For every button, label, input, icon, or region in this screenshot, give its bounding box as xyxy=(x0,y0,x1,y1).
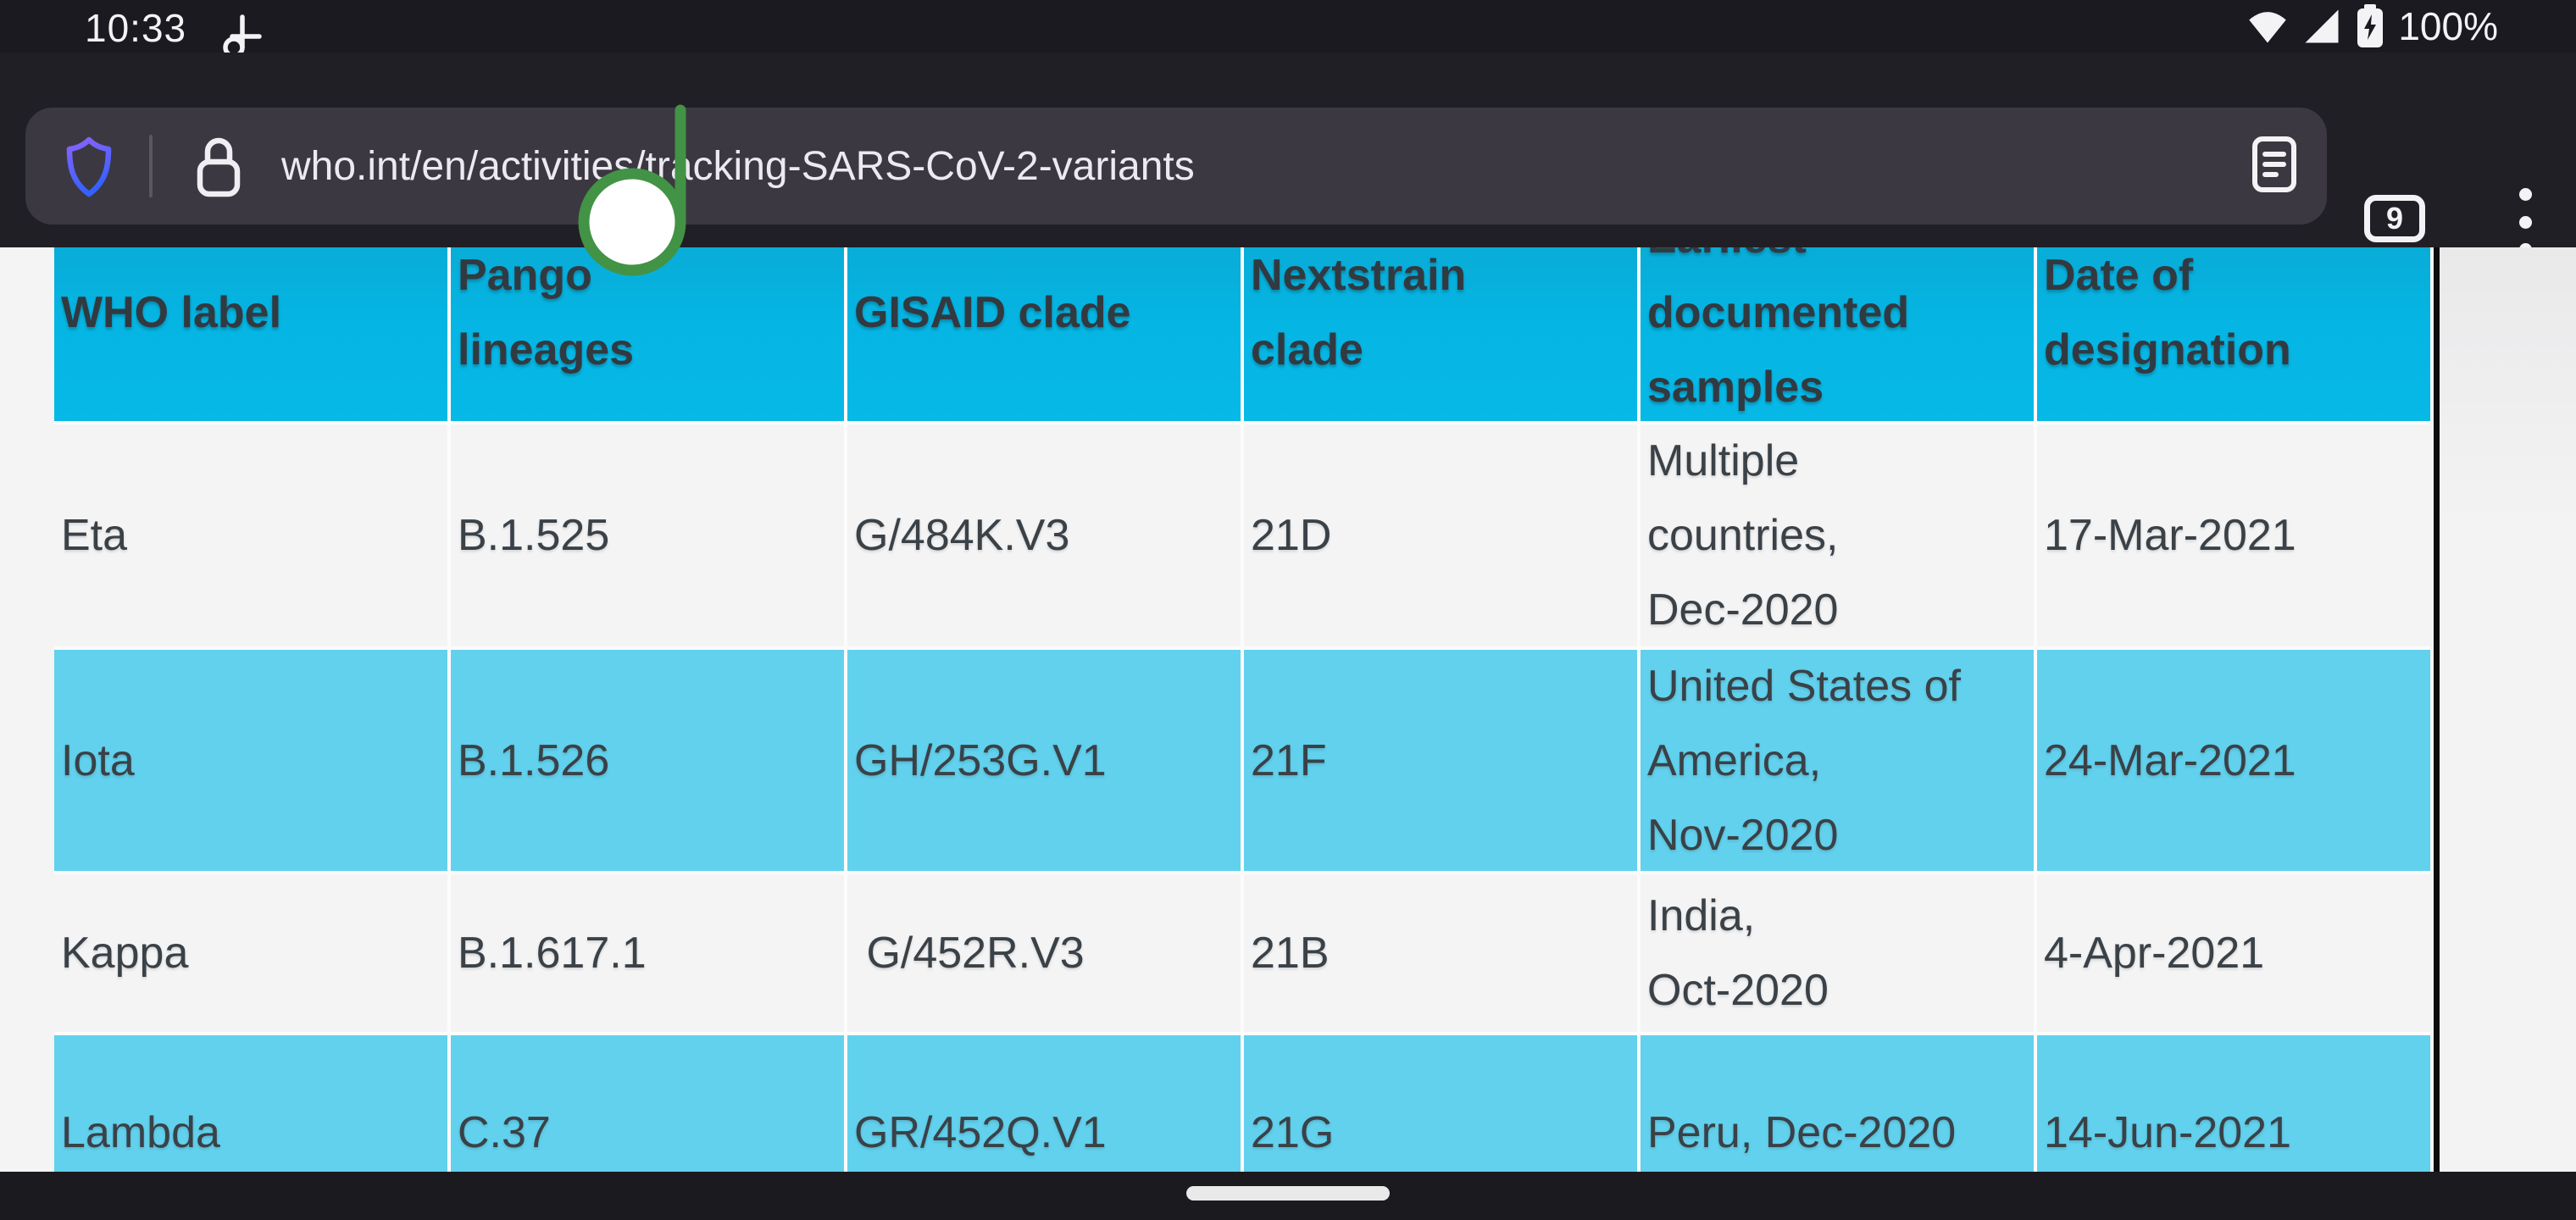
table-cell: Kappa xyxy=(54,874,447,1032)
table-cell: B.1.526 xyxy=(451,650,844,871)
lock-icon[interactable] xyxy=(193,133,244,199)
table-cell: Multiple countries, Dec-2020 xyxy=(1641,424,2034,646)
url-text[interactable]: who.int/en/activities/tracking-SARS-CoV-… xyxy=(281,143,1195,189)
cell-signal-icon xyxy=(2301,6,2342,47)
status-bar: 10:33 100% xyxy=(0,0,2576,58)
table-cell: G/452R.V3 xyxy=(847,874,1241,1032)
shield-icon[interactable] xyxy=(61,136,117,198)
clock: 10:33 xyxy=(85,6,187,50)
table-cell: Eta xyxy=(54,424,447,646)
kebab-menu-icon[interactable] xyxy=(2513,188,2537,256)
address-bar[interactable]: who.int/en/activities/tracking-SARS-CoV-… xyxy=(25,108,2327,225)
table-right-border xyxy=(2434,247,2440,1172)
divider xyxy=(149,135,153,197)
table-cell: Peru, Dec-2020 xyxy=(1641,1035,2034,1172)
browser-toolbar: who.int/en/activities/tracking-SARS-CoV-… xyxy=(0,53,2576,256)
table-cell: India, Oct-2020 xyxy=(1641,874,2034,1032)
table-cell: Lambda xyxy=(54,1035,447,1172)
tabs-button[interactable]: 9 xyxy=(2364,195,2425,242)
table-cell: 21G xyxy=(1244,1035,1637,1172)
variants-table: WHO label Pango lineages GISAID clade Ne… xyxy=(54,247,2430,1172)
col-header-gisaid: GISAID clade xyxy=(847,247,1241,421)
col-header-pango: Pango lineages xyxy=(451,247,844,421)
table-cell: 14-Jun-2021 xyxy=(2037,1035,2430,1172)
home-indicator[interactable] xyxy=(1186,1186,1390,1201)
table-cell: GH/253G.V1 xyxy=(847,650,1241,871)
system-navigation-bar xyxy=(0,1172,2576,1220)
battery-percent-label: 100% xyxy=(2398,4,2498,48)
table-cell: 17-Mar-2021 xyxy=(2037,424,2430,646)
table-cell: 4-Apr-2021 xyxy=(2037,874,2430,1032)
col-header-who-label: WHO label xyxy=(54,247,447,421)
table-cell: GR/452Q.V1 xyxy=(847,1035,1241,1172)
reader-mode-icon[interactable] xyxy=(2251,135,2298,194)
table-cell: G/484K.V3 xyxy=(847,424,1241,646)
page-content: WHO label Pango lineages GISAID clade Ne… xyxy=(0,247,2576,1172)
table-cell: 21D xyxy=(1244,424,1637,646)
table-cell: B.1.525 xyxy=(451,424,844,646)
col-header-designation: Date of designation xyxy=(2037,247,2430,421)
table-cell: 24-Mar-2021 xyxy=(2037,650,2430,871)
wifi-icon xyxy=(2247,6,2288,47)
tab-count: 9 xyxy=(2385,201,2404,236)
table-cell: United States of America, Nov-2020 xyxy=(1641,650,2034,871)
page-margin-right xyxy=(2440,247,2576,1172)
table-cell: Iota xyxy=(54,650,447,871)
table-cell: C.37 xyxy=(451,1035,844,1172)
table-cell: 21B xyxy=(1244,874,1637,1032)
table-cell: B.1.617.1 xyxy=(451,874,844,1032)
col-header-nextstrain: Nextstrain clade xyxy=(1244,247,1637,421)
table-cell: 21F xyxy=(1244,650,1637,871)
battery-charging-icon xyxy=(2356,4,2384,48)
col-header-earliest: Earliest documented samples xyxy=(1641,247,2034,421)
